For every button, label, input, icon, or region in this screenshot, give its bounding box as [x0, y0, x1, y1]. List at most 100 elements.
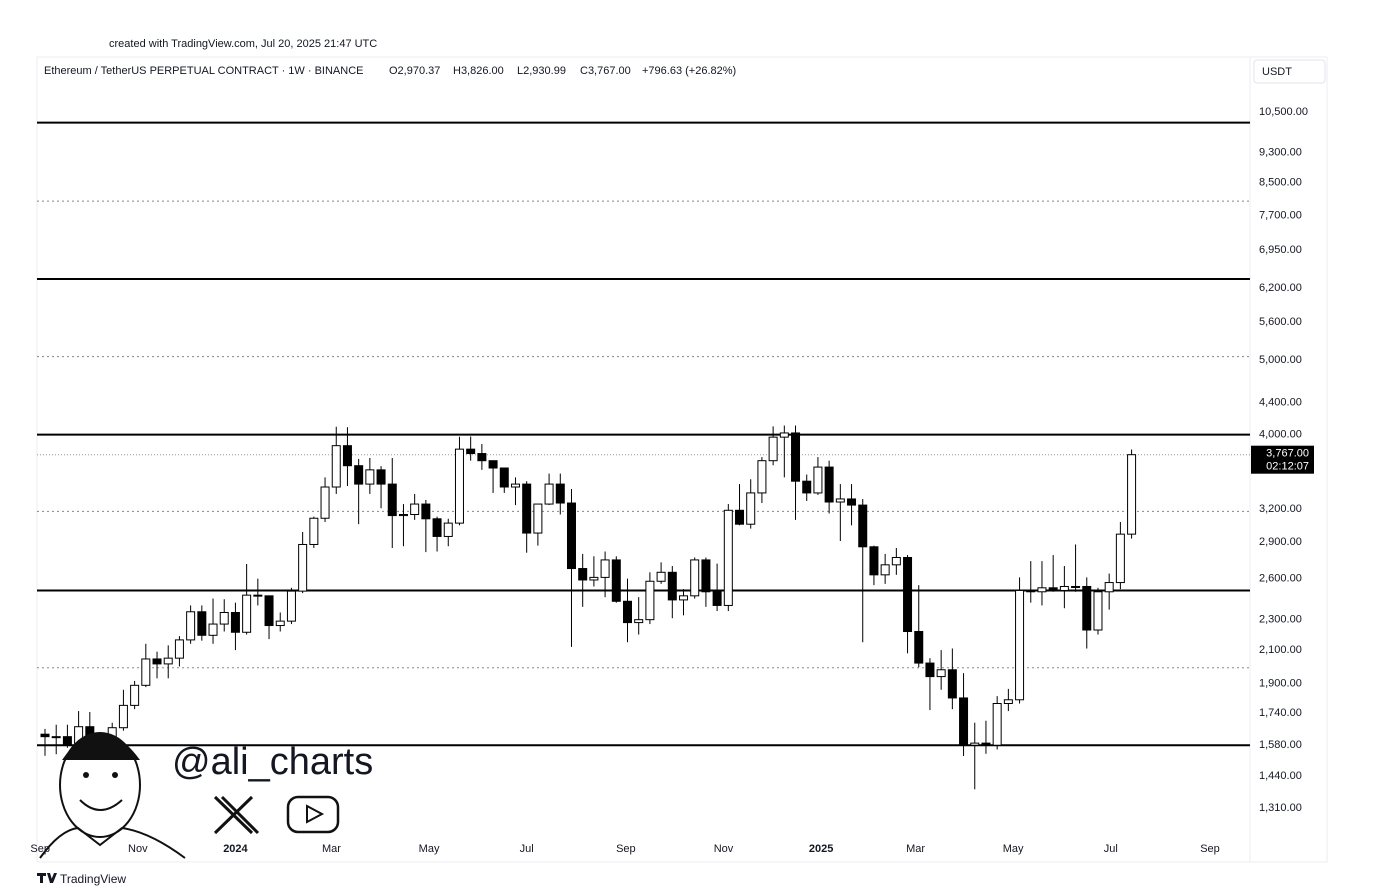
- x-tick-label: 2025: [809, 843, 833, 855]
- candle-body: [208, 623, 218, 636]
- ohlc-change: +796.63 (+26.82%): [642, 65, 736, 77]
- y-tick-label: 1,440.00: [1259, 770, 1302, 782]
- candle-body: [566, 502, 576, 570]
- candle-body: [387, 483, 397, 517]
- y-tick-label: 6,200.00: [1259, 282, 1302, 294]
- candle-body: [152, 658, 162, 665]
- candle-body: [813, 466, 823, 494]
- y-tick-label: 6,950.00: [1259, 244, 1302, 256]
- candle-body: [342, 445, 352, 467]
- candle-body: [533, 503, 543, 534]
- candle-body: [679, 595, 689, 601]
- ohlc-open: O2,970.37: [389, 65, 440, 77]
- candle-body: [544, 483, 554, 505]
- ohlc-low: L2,930.99: [517, 65, 566, 77]
- candle-body: [443, 522, 453, 537]
- x-tick-label: Nov: [714, 843, 734, 855]
- candle-body: [735, 509, 745, 525]
- chart-frame: [36, 56, 1328, 863]
- candle-body: [298, 543, 308, 592]
- chart-title: Ethereum / TetherUS PERPETUAL CONTRACT ·…: [44, 65, 363, 77]
- candle-body: [331, 445, 341, 488]
- candle-body: [130, 684, 140, 706]
- candle-body: [690, 559, 700, 597]
- candle-body: [1082, 585, 1092, 631]
- candle-body: [645, 580, 655, 621]
- ohlc-close: C3,767.00: [580, 65, 631, 77]
- youtube-icon: [286, 795, 340, 834]
- y-tick-label: 2,900.00: [1259, 536, 1302, 548]
- candle-body: [242, 594, 252, 633]
- x-tick-label: Sep: [30, 843, 50, 855]
- candle-body: [779, 432, 789, 438]
- candle-body: [186, 611, 196, 641]
- y-tick-label: 1,740.00: [1259, 707, 1302, 719]
- x-tick-label: Mar: [906, 843, 925, 855]
- y-tick-label: 2,100.00: [1259, 644, 1302, 656]
- watermark-handle: @ali_charts: [172, 741, 373, 783]
- youtube-play: [306, 804, 325, 824]
- candle-body: [1015, 589, 1025, 701]
- candle-body: [197, 611, 207, 636]
- candle-body: [589, 576, 599, 581]
- y-tick-label: 7,700.00: [1259, 210, 1302, 222]
- avatar-body: [39, 826, 186, 859]
- candle-body: [891, 556, 901, 566]
- candle-body: [1059, 585, 1069, 591]
- candle-body: [959, 697, 969, 746]
- candle-body: [1048, 587, 1058, 591]
- candle-body: [970, 742, 980, 746]
- candle-body: [791, 432, 801, 482]
- countdown: 02:12:07: [1266, 461, 1309, 473]
- candle-body: [365, 469, 375, 485]
- candle-body: [432, 518, 442, 537]
- currency[interactable]: USDT: [1262, 66, 1292, 78]
- candle-body: [118, 704, 128, 729]
- currency-box[interactable]: [1253, 59, 1326, 84]
- y-tick-label: 1,900.00: [1259, 677, 1302, 689]
- candle-body: [522, 483, 532, 534]
- candle-body: [1104, 582, 1114, 593]
- x-tick-label: 2024: [223, 843, 248, 855]
- x-tick-label: Mar: [322, 843, 341, 855]
- last-price-label: 3,767.00: [1266, 448, 1309, 460]
- candle-body: [477, 453, 487, 462]
- candle-body: [174, 639, 184, 659]
- candle-body: [1071, 585, 1081, 588]
- candle-body: [275, 620, 285, 627]
- candle-body: [1037, 587, 1047, 593]
- candle-body: [936, 669, 946, 678]
- caption: created with TradingView.com, Jul 20, 20…: [109, 38, 377, 50]
- x-tick-label: Sep: [616, 843, 636, 855]
- candle-body: [712, 591, 722, 606]
- candle-body: [701, 559, 711, 593]
- candle-body: [1115, 533, 1125, 584]
- candle-body: [1093, 591, 1103, 631]
- candle-body: [1026, 589, 1036, 593]
- candle-body: [835, 498, 845, 503]
- candle-body: [454, 448, 464, 524]
- candle-body: [858, 504, 868, 548]
- x-tick-label: Nov: [128, 843, 148, 855]
- candle-body: [634, 619, 644, 624]
- candle-body: [253, 594, 263, 597]
- candle-body: [40, 733, 50, 738]
- candle-body: [847, 498, 857, 506]
- ohlc-high: H3,826.00: [453, 65, 504, 77]
- candle-body: [354, 465, 364, 485]
- candle-body: [656, 571, 666, 582]
- candle-body: [141, 658, 151, 686]
- y-tick-label: 3,200.00: [1259, 503, 1302, 515]
- y-tick-label: 5,000.00: [1259, 354, 1302, 366]
- candle-body: [51, 736, 61, 739]
- avatar-eye: [112, 772, 118, 778]
- avatar-eye: [83, 772, 89, 778]
- candle-body: [376, 469, 386, 485]
- candle-body: [555, 483, 565, 504]
- candle-body: [410, 503, 420, 516]
- candle-body: [1003, 699, 1013, 705]
- candle-body: [746, 492, 756, 525]
- candle-body: [925, 662, 935, 678]
- candle-body: [398, 514, 408, 517]
